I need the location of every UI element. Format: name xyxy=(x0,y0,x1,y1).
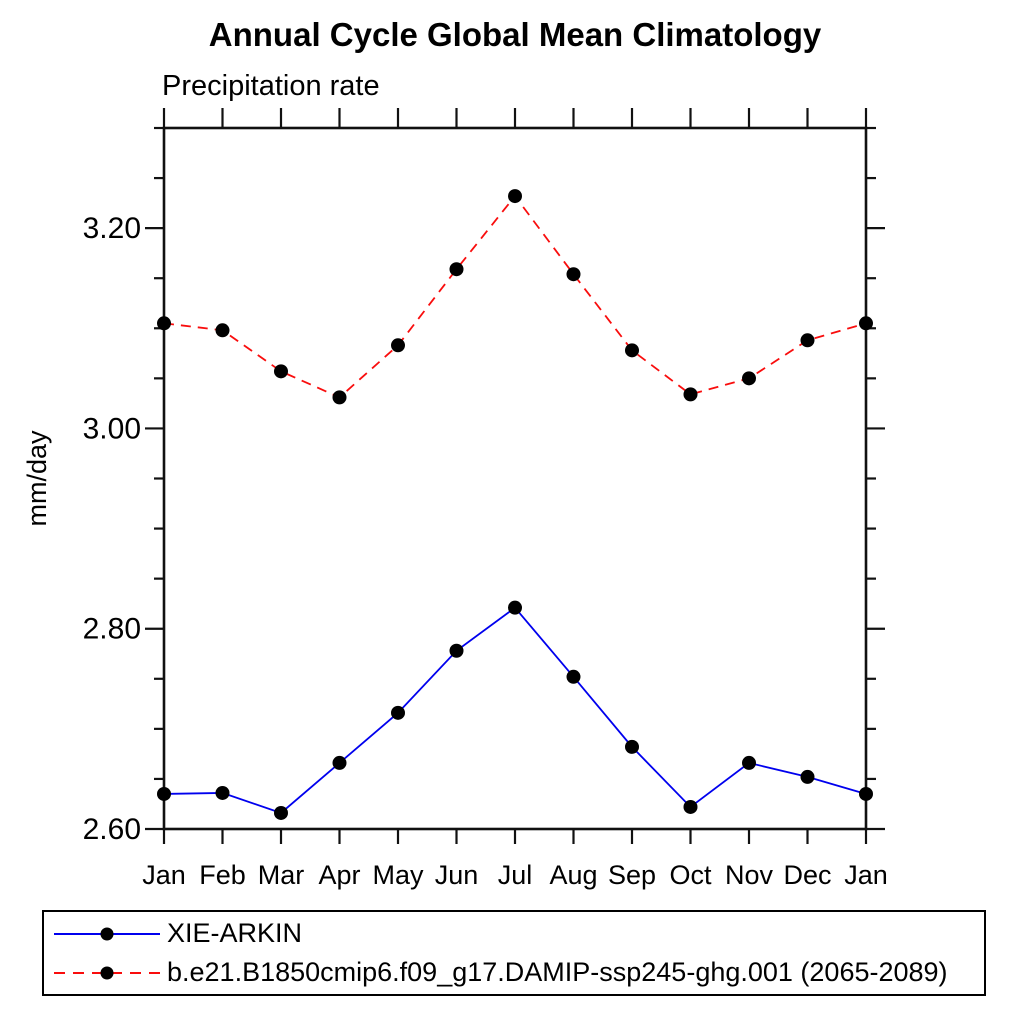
data-point-1-Dec xyxy=(800,333,815,348)
data-point-0-Aug xyxy=(566,669,581,684)
data-point-1-Jan xyxy=(157,316,171,331)
x-tick-label: Oct xyxy=(669,860,712,890)
series-line-0 xyxy=(163,606,867,814)
x-tick-label: Sep xyxy=(608,860,656,890)
chart-title: Annual Cycle Global Mean Climatology xyxy=(208,16,822,53)
legend-item-1: b.e21.B1850cmip6.f09_g17.DAMIP-ssp245-gh… xyxy=(50,953,984,992)
y-tick-label: 3.20 xyxy=(83,212,141,245)
x-tick-label: Jan xyxy=(142,860,186,890)
legend-label: b.e21.B1850cmip6.f09_g17.DAMIP-ssp245-gh… xyxy=(167,957,948,987)
data-point-1-Jul xyxy=(508,189,522,204)
data-point-0-Sep xyxy=(625,739,639,754)
y-tick-label: 2.60 xyxy=(83,813,141,846)
x-tick-label: Dec xyxy=(783,860,831,890)
chart-subtitle: Precipitation rate xyxy=(162,70,380,102)
data-point-1-May xyxy=(391,338,405,353)
data-point-0-Jun xyxy=(449,643,464,658)
data-point-1-Apr xyxy=(332,390,347,405)
x-tick-label: Apr xyxy=(318,860,360,890)
x-tick-label: Jan xyxy=(844,860,888,890)
data-point-0-Mar xyxy=(274,805,288,820)
data-point-1-Jan xyxy=(859,316,873,331)
data-point-0-Nov xyxy=(742,755,756,770)
x-tick-label: Jul xyxy=(498,860,533,890)
legend-swatch-solid-line-icon xyxy=(54,927,160,940)
y-tick-label: 3.00 xyxy=(83,412,141,445)
data-point-0-Apr xyxy=(332,755,347,770)
data-point-0-Jul xyxy=(508,600,522,615)
data-point-1-Aug xyxy=(566,267,581,282)
data-point-0-Dec xyxy=(800,769,815,784)
y-tick-label: 2.80 xyxy=(83,613,141,646)
plot-frame xyxy=(162,126,868,831)
x-tick-label: Mar xyxy=(258,860,305,890)
x-tick-label: Aug xyxy=(549,860,597,890)
data-point-0-Oct xyxy=(683,799,698,814)
data-point-1-Mar xyxy=(274,364,288,379)
data-point-0-May xyxy=(391,705,405,720)
data-point-1-Oct xyxy=(683,387,698,402)
x-tick-label: Feb xyxy=(199,860,246,890)
data-point-0-Jan xyxy=(859,786,873,801)
x-tick-label: Jun xyxy=(435,860,479,890)
legend-label: XIE-ARKIN xyxy=(167,918,303,948)
legend: XIE-ARKIN b.e21.B1850cmip6.f09_g17.DAMIP-… xyxy=(42,910,986,996)
x-tick-label: Nov xyxy=(725,860,774,890)
legend-swatch-dashed-line-icon xyxy=(54,966,160,979)
data-point-1-Feb xyxy=(215,323,230,338)
data-point-1-Nov xyxy=(742,371,756,386)
data-point-1-Sep xyxy=(625,343,639,358)
data-point-1-Jun xyxy=(449,262,464,277)
data-point-0-Feb xyxy=(215,785,230,800)
legend-item-0: XIE-ARKIN xyxy=(50,914,984,953)
series-line-1 xyxy=(163,194,867,399)
x-tick-label: May xyxy=(372,860,424,890)
legend-marker-icon xyxy=(100,966,114,979)
legend-marker-icon xyxy=(100,927,114,940)
data-point-0-Jan xyxy=(157,786,171,801)
y-axis-label: mm/day xyxy=(22,430,52,527)
